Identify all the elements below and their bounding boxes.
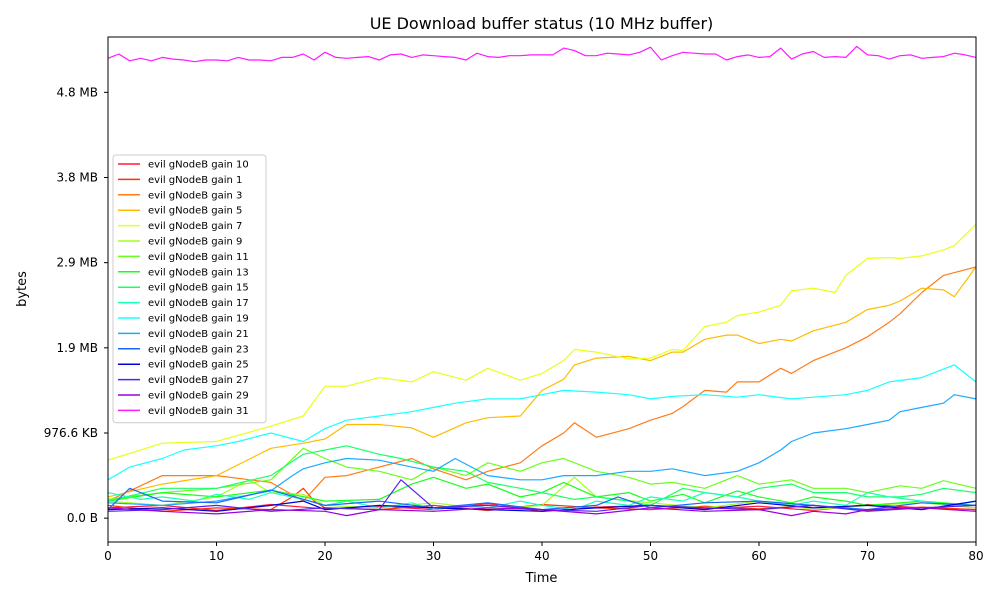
- x-tick-label: 10: [209, 549, 224, 563]
- x-tick-label: 20: [317, 549, 332, 563]
- legend-label: evil gNodeB gain 29: [148, 391, 249, 402]
- series-line-7: [107, 476, 977, 506]
- x-tick-label: 40: [534, 549, 549, 563]
- series-line-16: [107, 45, 977, 63]
- legend-label: evil gNodeB gain 27: [148, 375, 249, 386]
- legend-label: evil gNodeB gain 31: [148, 406, 249, 417]
- legend-label: evil gNodeB gain 10: [148, 160, 249, 171]
- y-tick-label: 2.9 MB: [57, 256, 98, 270]
- x-tick-label: 80: [968, 549, 983, 563]
- legend-label: evil gNodeB gain 15: [148, 283, 249, 294]
- legend-label: evil gNodeB gain 9: [148, 237, 242, 248]
- y-tick-label: 1.9 MB: [57, 341, 98, 355]
- y-axis-label: bytes: [15, 271, 30, 307]
- series-lines: [107, 45, 977, 517]
- series-line-11: [107, 394, 977, 506]
- legend-label: evil gNodeB gain 21: [148, 329, 249, 340]
- y-tick-label: 4.8 MB: [57, 85, 98, 99]
- series-line-4: [107, 223, 977, 461]
- legend-label: evil gNodeB gain 5: [148, 206, 242, 217]
- legend-label: evil gNodeB gain 1: [148, 175, 242, 186]
- y-tick-label: 976.6 KB: [44, 426, 98, 440]
- series-line-10: [107, 364, 977, 481]
- y-axis-ticks: 0.0 B 976.6 KB 1.9 MB 2.9 MB 3.8 MB 4.8 MB: [44, 85, 108, 525]
- x-tick-label: 0: [104, 549, 112, 563]
- series-line-2: [107, 266, 977, 502]
- legend-label: evil gNodeB gain 17: [148, 298, 249, 309]
- x-tick-label: 60: [751, 549, 766, 563]
- series-line-15: [107, 507, 977, 517]
- x-axis-ticks: 0 10 20 30 40 50 60 70 80: [104, 542, 984, 563]
- y-tick-label: 0.0 B: [67, 511, 98, 525]
- legend-label: evil gNodeB gain 25: [148, 360, 249, 371]
- legend-label: evil gNodeB gain 13: [148, 267, 249, 278]
- series-line-6: [107, 447, 977, 500]
- x-axis-label: Time: [525, 571, 558, 586]
- legend-box: [112, 154, 267, 424]
- series-line-9: [107, 492, 977, 511]
- legend-label: evil gNodeB gain 23: [148, 344, 249, 355]
- series-line-13: [107, 500, 977, 512]
- legend-label: evil gNodeB gain 19: [148, 314, 249, 325]
- chart-title: UE Download buffer status (10 MHz buffer…: [370, 14, 714, 33]
- legend-label: evil gNodeB gain 7: [148, 221, 242, 232]
- legend: evil gNodeB gain 10 evil gNodeB gain 1 evi…: [112, 154, 267, 424]
- x-tick-label: 70: [860, 549, 875, 563]
- series-line-8: [107, 445, 977, 506]
- legend-label: evil gNodeB gain 11: [148, 252, 249, 263]
- x-tick-label: 50: [643, 549, 658, 563]
- x-tick-label: 30: [426, 549, 441, 563]
- y-tick-label: 3.8 MB: [57, 171, 98, 185]
- legend-label: evil gNodeB gain 3: [148, 190, 242, 201]
